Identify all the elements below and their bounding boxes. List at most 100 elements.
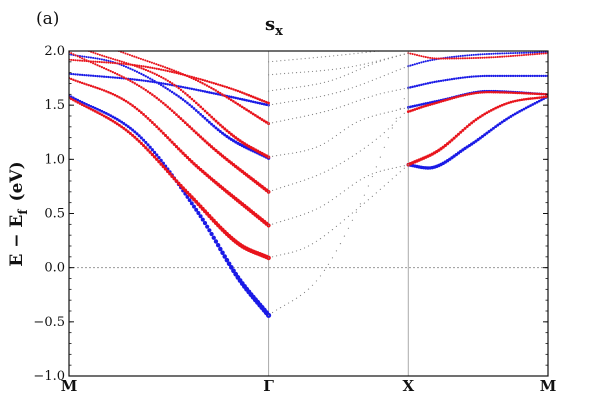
band-point-red [166, 79, 170, 82]
band-point-red [81, 59, 84, 62]
band-point-blue [98, 75, 101, 78]
band-point-red [72, 78, 75, 82]
band-point-red [544, 95, 548, 99]
band-point-red [100, 66, 103, 69]
band-point-blue [411, 105, 414, 108]
band-point-blue [422, 60, 425, 63]
band-point-gray [315, 146, 318, 148]
y-axis-label-main: E − E [7, 215, 27, 267]
band-point-red [149, 70, 152, 73]
band-point-red [262, 99, 266, 103]
band-point-gray [387, 137, 389, 139]
band-point-blue [194, 88, 198, 92]
band-point-red [243, 106, 246, 110]
band-point-red [509, 91, 513, 94]
band-point-blue [514, 74, 517, 78]
band-point-red [524, 97, 528, 101]
band-point-blue [431, 81, 434, 84]
band-point-gray [331, 198, 334, 201]
band-point-red [72, 59, 75, 62]
band-point-gray [323, 69, 326, 71]
band-point-gray [357, 52, 359, 54]
band-point-gray [399, 68, 401, 70]
band-point-red [113, 62, 117, 65]
band-point-red [503, 55, 506, 58]
y-tick-label: −0.5 [33, 315, 65, 330]
band-point-blue [536, 51, 539, 54]
band-point-blue [224, 257, 230, 263]
band-point-blue [179, 96, 183, 100]
band-point-red [453, 57, 456, 60]
band-point-red [238, 90, 242, 94]
band-point-blue [85, 74, 88, 77]
band-point-blue [107, 75, 110, 79]
band-point-red [498, 55, 502, 58]
band-point-red [139, 57, 142, 60]
band-point-gray [351, 219, 354, 221]
band-point-red [120, 97, 123, 100]
band-point-red [232, 99, 235, 103]
band-point-blue [207, 120, 211, 124]
band-point-red [100, 88, 104, 91]
band-point-red [446, 57, 449, 60]
band-point-gray [275, 255, 278, 257]
band-point-red [470, 92, 473, 95]
band-point-blue [128, 126, 132, 130]
band-point-gray [315, 70, 318, 72]
band-point-gray [276, 60, 278, 62]
band-point-blue [205, 118, 209, 122]
band-point-red [100, 61, 103, 64]
band-point-gray [343, 235, 346, 237]
band-point-red [78, 102, 82, 105]
band-point-gray [407, 108, 409, 111]
band-point-red [455, 95, 458, 99]
band-point-red [216, 83, 220, 86]
band-point-red [243, 92, 246, 95]
band-point-gray [359, 203, 361, 205]
band-point-gray [291, 100, 294, 102]
band-point-gray [387, 168, 389, 170]
band-point-red [81, 57, 84, 60]
band-point-blue [109, 76, 112, 79]
band-point-blue [135, 70, 139, 73]
band-point-red [142, 113, 145, 116]
band-point-blue [463, 76, 467, 79]
band-point-blue [457, 55, 460, 58]
band-point-red [111, 61, 114, 65]
k-point-label: M [61, 377, 78, 395]
band-point-red [92, 60, 95, 63]
band-point-blue [159, 82, 163, 85]
band-point-red [122, 126, 126, 130]
band-point-red [116, 73, 119, 76]
band-point-red [476, 116, 480, 120]
band-point-gray [331, 79, 334, 81]
band-point-red [127, 78, 130, 81]
band-point-red [135, 107, 139, 111]
band-point-gray [335, 165, 338, 167]
band-point-red [531, 53, 534, 56]
band-point-red [535, 96, 539, 100]
band-point-red [170, 68, 173, 71]
band-point-gray [379, 59, 381, 61]
band-point-red [166, 136, 170, 140]
band-point-blue [140, 79, 143, 82]
band-point-red [107, 61, 110, 64]
band-point-blue [89, 74, 93, 77]
band-point-red [144, 146, 148, 150]
band-point-red [92, 51, 95, 54]
band-point-red [417, 106, 421, 110]
band-point-gray [335, 250, 338, 252]
band-point-red [83, 59, 86, 62]
band-point-red [474, 56, 478, 60]
band-point-blue [262, 102, 266, 106]
band-point-blue [538, 51, 541, 54]
band-point-red [522, 98, 526, 101]
band-point-blue [120, 77, 123, 80]
band-point-red [164, 78, 167, 81]
k-point-label: M [540, 377, 557, 395]
band-point-gray [391, 56, 393, 58]
band-point-red [457, 57, 460, 60]
band-point-gray [371, 63, 373, 65]
band-point-blue [437, 80, 441, 83]
band-point-blue [496, 52, 499, 55]
